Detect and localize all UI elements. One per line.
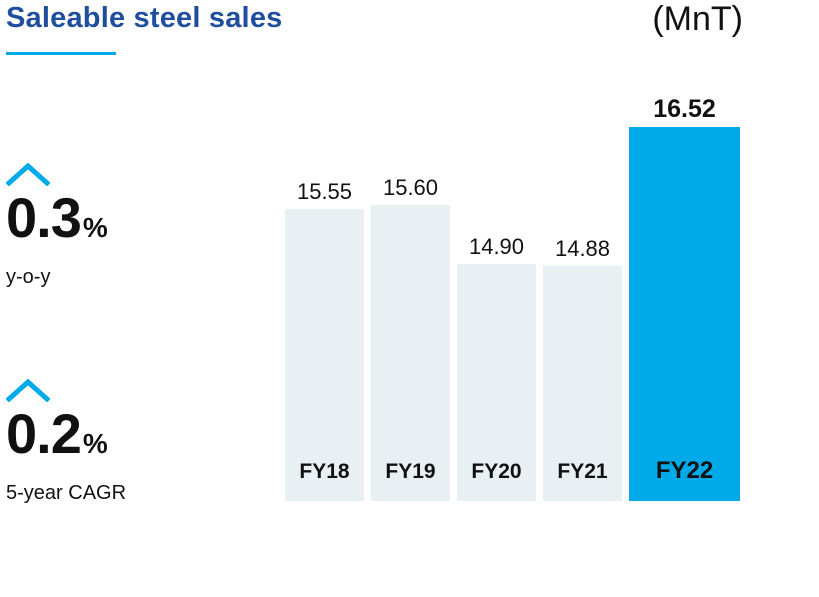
unit-label: (MnT) [652,0,743,38]
kpi-yoy-percent: % [82,212,108,243]
kpi-cagr-label: 5-year CAGR [6,482,127,504]
category-label-fy22: FY22 [656,457,713,484]
title-underline [6,52,116,55]
kpi-cagr-value: 0.2% [6,406,126,472]
kpi-yoy-value: 0.3% [6,186,108,256]
value-label-fy20: 14.90 [469,234,524,259]
kpi-yoy-label: y-o-y [6,266,51,288]
kpi-cagr-percent: % [82,428,108,459]
kpi-yoy: 0.3% y-o-y [6,162,108,289]
chevron-up-icon [6,378,50,402]
value-label-fy21: 14.88 [555,236,610,261]
kpi-yoy-number: 0.3 [6,186,82,249]
bar-fy19 [371,204,450,501]
bar-fy18 [285,209,364,502]
bar-fy22 [629,127,740,501]
chevron-up-icon [6,162,50,186]
value-label-fy18: 15.55 [297,179,352,204]
bar-fy21 [543,265,622,501]
kpi-cagr: 0.2% 5-year CAGR [6,378,126,505]
category-label-fy20: FY20 [471,460,521,483]
category-label-fy19: FY19 [385,460,435,483]
kpi-cagr-number: 0.2 [6,402,82,465]
category-label-fy21: FY21 [557,460,608,483]
category-label-fy18: FY18 [299,460,350,483]
value-label-fy19: 15.60 [383,175,438,200]
bar-fy20 [457,264,536,501]
chart-title: Saleable steel sales [6,2,283,34]
value-label-fy22: 16.52 [653,95,716,123]
